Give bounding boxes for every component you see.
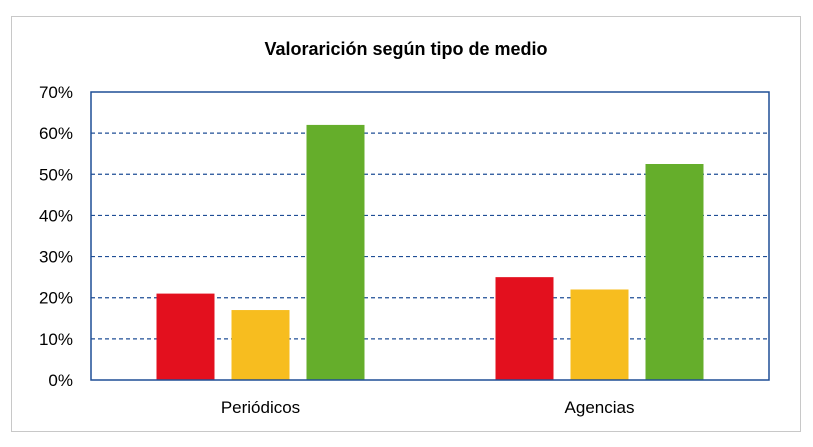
y-tick-label: 60% [39, 124, 73, 143]
plot-border [90, 91, 770, 381]
y-tick-label: 40% [39, 206, 73, 225]
y-tick-label: 50% [39, 165, 73, 184]
bar [306, 124, 365, 381]
y-tick-label: 30% [39, 248, 73, 267]
chart-title: Valorarición según tipo de medio [264, 39, 548, 59]
bar [495, 277, 554, 380]
y-tick-label: 10% [39, 330, 73, 349]
x-category-label: Periódicos [221, 398, 300, 417]
bar [645, 164, 704, 380]
x-category-label: Agencias [565, 398, 635, 417]
y-tick-label: 20% [39, 289, 73, 308]
bar [570, 289, 629, 380]
bar [231, 310, 290, 380]
y-tick-label: 70% [39, 83, 73, 102]
y-tick-label: 0% [48, 371, 73, 390]
bar [156, 293, 215, 380]
